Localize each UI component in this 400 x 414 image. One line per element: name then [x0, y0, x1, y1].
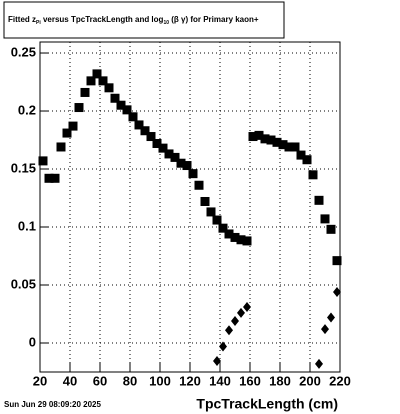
square-marker	[68, 121, 78, 131]
square-marker	[218, 223, 228, 233]
title-part: versus TpcTrackLength and log	[41, 15, 164, 24]
square-marker	[158, 143, 168, 153]
x-tick-label: 140	[209, 373, 231, 388]
square-marker	[278, 140, 288, 150]
square-marker	[182, 161, 192, 171]
x-tick-label: 100	[149, 373, 171, 388]
x-tick-label: 180	[269, 373, 291, 388]
square-marker	[140, 126, 150, 136]
x-tick-label: 200	[299, 373, 321, 388]
x-tick-label: 120	[179, 373, 201, 388]
y-tick-label: 0.15	[11, 160, 36, 175]
square-marker	[92, 69, 102, 79]
square-marker	[62, 128, 72, 138]
square-marker	[272, 137, 282, 147]
square-marker	[290, 142, 300, 152]
square-marker	[308, 170, 318, 180]
x-tick-label: 160	[239, 373, 261, 388]
diamond-marker	[225, 325, 233, 336]
square-marker	[74, 103, 84, 113]
plot-frame	[39, 41, 341, 373]
square-marker	[254, 130, 264, 140]
square-marker	[284, 142, 294, 152]
diamond-marker	[321, 324, 329, 335]
x-tick-label: 220	[329, 373, 351, 388]
diamond-marker	[231, 315, 239, 326]
y-tick-label: 0.25	[11, 44, 36, 59]
square-marker	[206, 207, 216, 217]
title-part: 10	[163, 20, 169, 26]
square-marker	[332, 256, 342, 266]
x-tick-label: 80	[123, 373, 137, 388]
square-marker	[230, 232, 240, 242]
diamond-marker	[243, 302, 251, 313]
square-marker	[98, 76, 108, 86]
square-marker	[236, 235, 246, 245]
square-marker	[38, 156, 48, 166]
square-marker	[314, 195, 324, 205]
square-marker	[302, 155, 312, 165]
x-tick-label: 60	[93, 373, 107, 388]
square-marker	[188, 169, 198, 179]
square-marker	[50, 173, 60, 183]
diamond-marker	[219, 341, 227, 352]
title-part: Fitted z	[8, 15, 36, 24]
x-tick-label: 40	[63, 373, 77, 388]
y-tick-label: 0	[29, 334, 36, 349]
square-marker	[326, 224, 336, 234]
square-marker	[320, 214, 330, 224]
square-marker	[80, 87, 90, 97]
x-tick-label: 20	[33, 373, 47, 388]
square-marker	[212, 215, 222, 225]
square-marker	[194, 180, 204, 190]
y-tick-label: 0.2	[18, 102, 36, 117]
diamond-marker	[213, 355, 221, 366]
square-marker	[296, 150, 306, 160]
title-part: Pi	[36, 20, 41, 26]
square-marker	[224, 229, 234, 239]
square-marker	[116, 100, 126, 110]
square-marker	[176, 158, 186, 168]
diamond-marker	[333, 286, 341, 297]
diamond-marker	[315, 358, 323, 369]
square-marker	[110, 93, 120, 103]
timestamp: Sun Jun 29 08:09:20 2025	[4, 400, 101, 409]
square-marker	[128, 112, 138, 122]
diamond-marker	[237, 307, 245, 318]
square-marker	[104, 83, 114, 93]
title-part: (β γ) for Primary kaon+	[169, 15, 259, 24]
square-marker	[134, 120, 144, 130]
title-box	[3, 1, 285, 39]
diamond-marker	[327, 312, 335, 323]
square-marker	[164, 149, 174, 159]
square-marker	[86, 76, 96, 86]
square-marker	[152, 138, 162, 148]
square-marker	[260, 134, 270, 144]
y-tick-label: 0.1	[18, 218, 36, 233]
square-marker	[56, 142, 66, 152]
chart-title: Fitted zPi versus TpcTrackLength and log…	[8, 15, 259, 26]
square-marker	[242, 236, 252, 246]
x-axis-label: TpcTrackLength (cm)	[196, 396, 338, 412]
y-tick-label: 0.05	[11, 276, 36, 291]
square-marker	[266, 135, 276, 145]
square-marker	[146, 132, 156, 142]
square-marker	[44, 173, 54, 183]
square-marker	[248, 132, 258, 142]
square-marker	[170, 152, 180, 162]
square-marker	[200, 196, 210, 206]
square-marker	[122, 105, 132, 115]
